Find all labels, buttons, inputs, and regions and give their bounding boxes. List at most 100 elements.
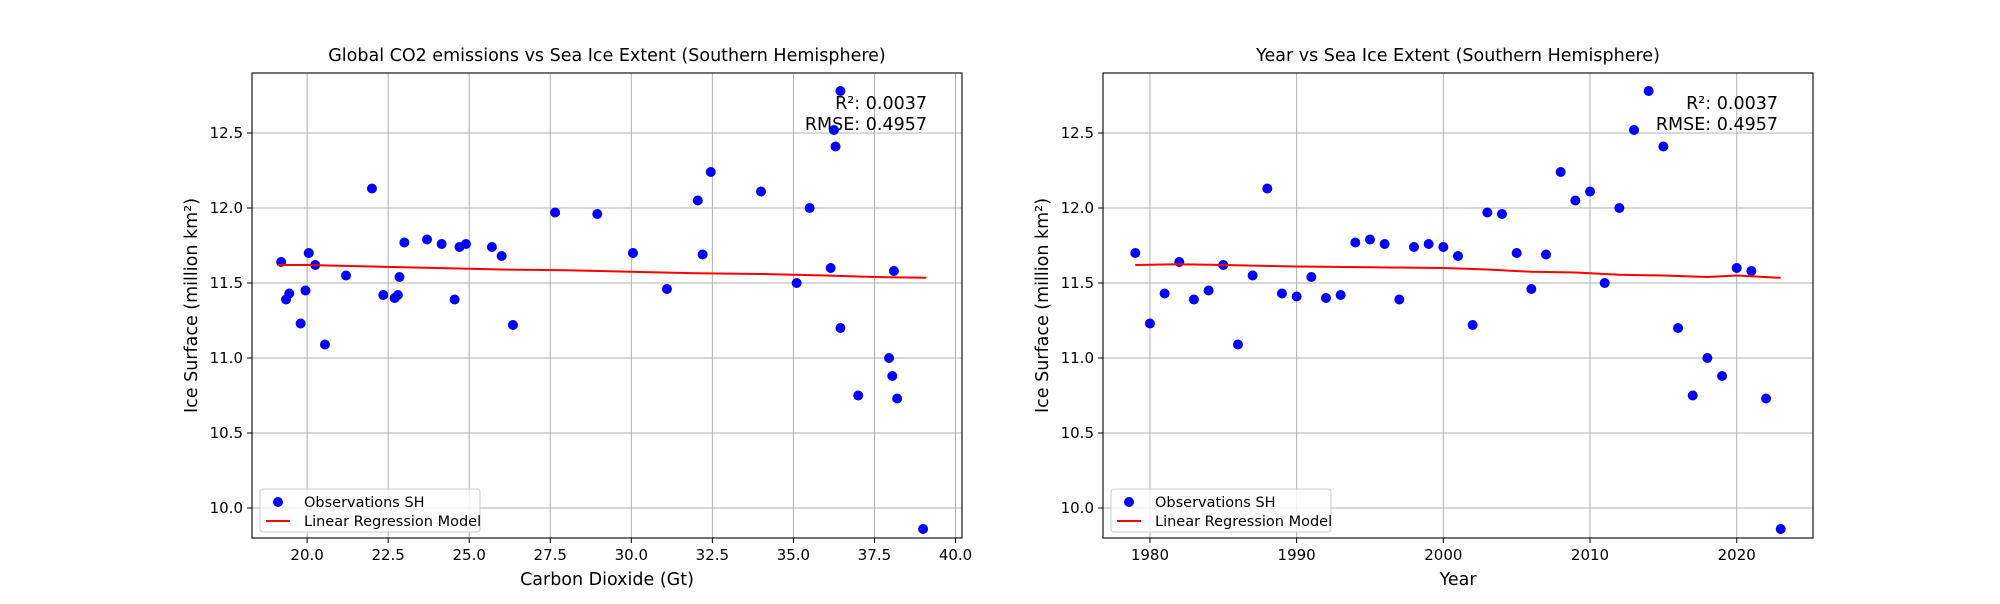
legend-label-observations: Observations SH [304,495,425,511]
data-point [887,371,898,381]
y-tick-label: 11.0 [1061,349,1094,367]
data-point [1570,195,1581,206]
x-tick-label: 1990 [1278,546,1316,564]
regression-line [1135,263,1781,279]
x-tick-label: 2000 [1424,546,1462,564]
data-point [804,203,815,213]
data-point [1526,284,1537,294]
x-tick-label: 35.0 [777,546,810,564]
data-point [1702,353,1713,363]
x-axis-label: Carbon Dioxide (Gt) [520,570,694,590]
chart-co2-vs-ice: Global CO2 emissions vs Sea Ice Extent (… [182,46,972,590]
y-tick-label: 11.5 [1061,274,1094,292]
data-point [853,390,864,401]
data-point [1482,207,1493,218]
data-point [1555,167,1566,177]
y-tick-label: 10.0 [210,499,243,517]
data-point [1467,320,1478,330]
data-point [1188,294,1199,305]
y-tick-label: 12.0 [1061,199,1094,217]
y-tick-label: 10.5 [1061,424,1094,442]
data-point [341,270,352,281]
data-point [1585,186,1596,197]
data-point [1159,288,1170,299]
data-point [835,323,846,333]
x-tick-label: 1980 [1131,546,1169,564]
y-tick-label: 12.5 [210,124,243,142]
legend-box [259,488,481,533]
data-point [378,290,389,300]
data-point [1350,237,1361,248]
data-point [394,272,405,282]
data-point [303,248,314,258]
x-tick-label: 37.5 [858,546,891,564]
data-point [1130,248,1141,258]
data-point [692,195,703,206]
data-point [319,339,330,350]
data-point [436,239,447,249]
data-point [399,237,410,248]
data-point [1614,203,1625,213]
data-point [1717,371,1728,381]
data-point [1761,393,1772,404]
rmse-label: RMSE: 0.4957 [1656,115,1778,135]
data-point [1731,263,1742,273]
data-point [1687,390,1698,401]
data-point [835,86,846,96]
data-point [1364,234,1375,245]
y-tick-label: 12.0 [210,199,243,217]
data-point [1438,242,1449,252]
data-point [918,524,929,534]
data-point [422,234,433,245]
chart-year-vs-ice: Year vs Sea Ice Extent (Southern Hemisph… [1033,46,1814,590]
axes-frame [1102,72,1814,539]
data-point [1658,141,1669,152]
data-point [627,248,638,258]
x-tick-label: 20.0 [290,546,323,564]
x-tick-label: 32.5 [696,546,729,564]
data-point [830,141,841,152]
chart-title: Year vs Sea Ice Extent (Southern Hemisph… [1255,46,1660,66]
data-point [1775,524,1786,534]
r-squared-label: R²: 0.0037 [835,94,927,114]
data-point [507,320,518,330]
data-point [1276,288,1287,299]
data-point [1394,294,1405,305]
x-tick-label: 22.5 [371,546,404,564]
data-point [449,294,460,305]
data-point [697,249,708,260]
data-point [1262,183,1273,194]
data-point [1599,278,1610,288]
x-tick-label: 27.5 [534,546,567,564]
r-squared-label: R²: 0.0037 [1686,94,1778,114]
data-point [1291,291,1302,302]
data-point [366,183,377,194]
y-tick-label: 12.5 [1061,124,1094,142]
x-tick-label: 30.0 [615,546,648,564]
data-point [1203,285,1214,296]
plot-area [252,73,962,538]
rmse-label: RMSE: 0.4957 [805,115,927,135]
regression-line [277,264,927,279]
x-axis-label: Year [1438,570,1477,590]
y-tick-label: 10.5 [210,424,243,442]
data-point [888,266,899,276]
x-tick-label: 25.0 [453,546,486,564]
data-point [1497,209,1508,219]
data-point [1643,86,1654,96]
data-point [825,263,836,273]
legend-label-regression: Linear Regression Model [304,514,481,530]
data-point [884,353,895,363]
data-point [1541,249,1552,260]
data-point [1320,293,1331,303]
data-point [1379,239,1390,249]
data-point [705,167,716,177]
x-tick-label: 2020 [1718,546,1756,564]
data-point [300,285,311,296]
y-axis-label: Ice Surface (million km²) [1033,198,1053,413]
y-tick-label: 10.0 [1061,499,1094,517]
data-point [828,125,839,135]
data-point [755,186,766,197]
